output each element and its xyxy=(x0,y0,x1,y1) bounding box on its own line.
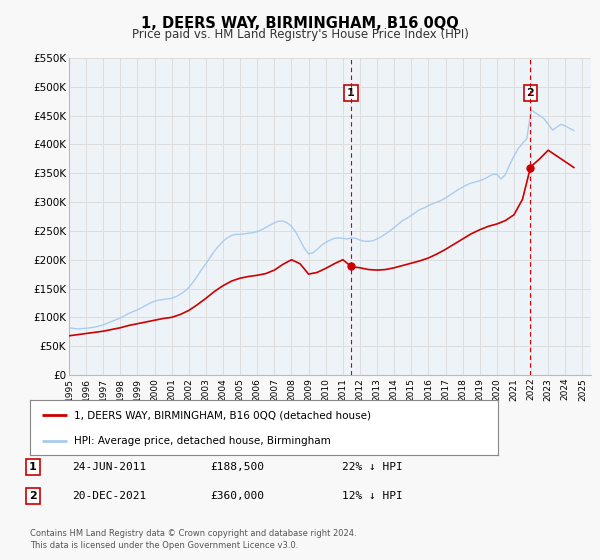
Text: 1: 1 xyxy=(29,462,37,472)
Text: Price paid vs. HM Land Registry's House Price Index (HPI): Price paid vs. HM Land Registry's House … xyxy=(131,28,469,41)
Text: 20-DEC-2021: 20-DEC-2021 xyxy=(72,491,146,501)
Text: 22% ↓ HPI: 22% ↓ HPI xyxy=(342,462,403,472)
Text: £360,000: £360,000 xyxy=(210,491,264,501)
Text: 2: 2 xyxy=(29,491,37,501)
Text: £188,500: £188,500 xyxy=(210,462,264,472)
Text: 1, DEERS WAY, BIRMINGHAM, B16 0QQ: 1, DEERS WAY, BIRMINGHAM, B16 0QQ xyxy=(141,16,459,31)
Text: 1, DEERS WAY, BIRMINGHAM, B16 0QQ (detached house): 1, DEERS WAY, BIRMINGHAM, B16 0QQ (detac… xyxy=(74,410,371,421)
Text: 2: 2 xyxy=(527,88,534,98)
Text: Contains HM Land Registry data © Crown copyright and database right 2024.: Contains HM Land Registry data © Crown c… xyxy=(30,529,356,538)
Text: HPI: Average price, detached house, Birmingham: HPI: Average price, detached house, Birm… xyxy=(74,436,331,446)
Text: 12% ↓ HPI: 12% ↓ HPI xyxy=(342,491,403,501)
Text: 1: 1 xyxy=(347,88,355,98)
Text: This data is licensed under the Open Government Licence v3.0.: This data is licensed under the Open Gov… xyxy=(30,541,298,550)
Text: 24-JUN-2011: 24-JUN-2011 xyxy=(72,462,146,472)
